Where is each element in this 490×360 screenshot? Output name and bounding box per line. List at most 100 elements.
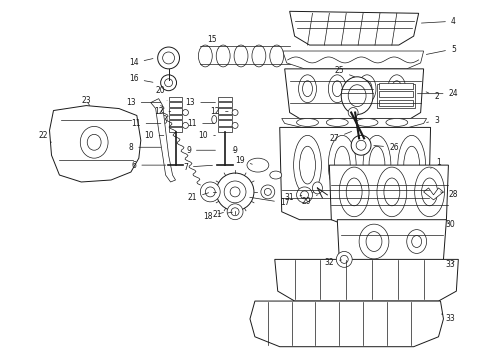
Ellipse shape bbox=[341, 77, 373, 114]
Polygon shape bbox=[282, 118, 427, 127]
Ellipse shape bbox=[339, 167, 369, 217]
Text: 10: 10 bbox=[198, 131, 216, 140]
Ellipse shape bbox=[247, 158, 269, 172]
Ellipse shape bbox=[232, 122, 238, 129]
Text: 30: 30 bbox=[445, 220, 455, 229]
Ellipse shape bbox=[415, 167, 444, 217]
Text: 17: 17 bbox=[250, 197, 290, 207]
Ellipse shape bbox=[313, 182, 322, 194]
Bar bbox=[169, 114, 182, 120]
Ellipse shape bbox=[182, 109, 189, 116]
Ellipse shape bbox=[205, 187, 215, 197]
Ellipse shape bbox=[369, 146, 385, 184]
Ellipse shape bbox=[348, 85, 366, 107]
Text: 27: 27 bbox=[329, 131, 351, 143]
Ellipse shape bbox=[252, 45, 266, 67]
Text: 26: 26 bbox=[374, 143, 399, 152]
Ellipse shape bbox=[359, 224, 389, 259]
Ellipse shape bbox=[161, 75, 176, 91]
Polygon shape bbox=[285, 69, 424, 118]
Bar bbox=[379, 91, 413, 96]
Text: 16: 16 bbox=[129, 74, 153, 83]
Text: 29: 29 bbox=[302, 195, 318, 206]
Polygon shape bbox=[49, 105, 141, 182]
Ellipse shape bbox=[407, 230, 427, 253]
Ellipse shape bbox=[362, 81, 372, 96]
Text: 18: 18 bbox=[203, 212, 223, 221]
Text: 32: 32 bbox=[324, 258, 342, 267]
Text: 3: 3 bbox=[427, 116, 439, 125]
Ellipse shape bbox=[336, 251, 352, 267]
Text: 28: 28 bbox=[441, 190, 458, 199]
Text: 5: 5 bbox=[426, 45, 456, 54]
Text: 23: 23 bbox=[81, 96, 91, 105]
Text: 9: 9 bbox=[186, 146, 216, 155]
Ellipse shape bbox=[366, 231, 382, 251]
Ellipse shape bbox=[348, 108, 358, 117]
Ellipse shape bbox=[326, 118, 348, 126]
Ellipse shape bbox=[358, 75, 376, 103]
Polygon shape bbox=[329, 165, 448, 227]
Ellipse shape bbox=[294, 135, 321, 195]
Text: 12: 12 bbox=[154, 107, 171, 116]
Ellipse shape bbox=[346, 178, 362, 206]
Ellipse shape bbox=[261, 185, 275, 199]
Text: 20: 20 bbox=[156, 86, 167, 100]
Ellipse shape bbox=[198, 45, 212, 67]
Ellipse shape bbox=[270, 171, 282, 179]
Ellipse shape bbox=[328, 135, 356, 195]
Bar bbox=[169, 96, 182, 100]
Ellipse shape bbox=[384, 178, 400, 206]
Text: 10: 10 bbox=[144, 131, 164, 140]
Ellipse shape bbox=[388, 75, 406, 103]
Ellipse shape bbox=[334, 146, 350, 184]
Bar bbox=[218, 96, 232, 100]
Ellipse shape bbox=[296, 118, 318, 126]
Ellipse shape bbox=[162, 116, 167, 123]
Text: 25: 25 bbox=[335, 66, 355, 77]
Ellipse shape bbox=[351, 135, 371, 155]
Ellipse shape bbox=[158, 47, 179, 69]
Text: 24: 24 bbox=[417, 89, 458, 98]
Ellipse shape bbox=[300, 191, 309, 199]
Text: 15: 15 bbox=[207, 35, 219, 49]
Bar bbox=[169, 127, 182, 132]
Text: 21: 21 bbox=[188, 193, 209, 202]
Bar bbox=[169, 121, 182, 126]
Ellipse shape bbox=[212, 116, 217, 123]
Ellipse shape bbox=[356, 118, 378, 126]
Ellipse shape bbox=[232, 109, 238, 116]
Text: 2: 2 bbox=[426, 92, 439, 101]
Polygon shape bbox=[290, 11, 418, 45]
Polygon shape bbox=[250, 301, 443, 347]
Ellipse shape bbox=[302, 81, 313, 96]
Ellipse shape bbox=[231, 208, 239, 216]
Text: 33: 33 bbox=[445, 260, 455, 269]
Ellipse shape bbox=[224, 181, 246, 203]
Ellipse shape bbox=[270, 45, 284, 67]
Bar bbox=[169, 102, 182, 107]
Ellipse shape bbox=[363, 135, 391, 195]
Ellipse shape bbox=[182, 122, 189, 129]
Ellipse shape bbox=[398, 135, 426, 195]
Text: 9: 9 bbox=[233, 146, 238, 155]
Text: 4: 4 bbox=[421, 17, 456, 26]
Ellipse shape bbox=[200, 182, 220, 202]
Bar bbox=[379, 83, 413, 89]
Text: 6: 6 bbox=[131, 161, 166, 170]
Text: 12: 12 bbox=[211, 107, 228, 116]
Bar bbox=[218, 121, 232, 126]
Ellipse shape bbox=[386, 118, 408, 126]
Ellipse shape bbox=[227, 204, 243, 220]
Text: 1: 1 bbox=[431, 158, 441, 168]
Ellipse shape bbox=[340, 255, 348, 264]
Ellipse shape bbox=[163, 52, 174, 64]
Text: 14: 14 bbox=[129, 58, 153, 67]
Text: 13: 13 bbox=[126, 98, 161, 107]
Text: 11: 11 bbox=[131, 119, 161, 128]
Ellipse shape bbox=[299, 146, 316, 184]
Bar bbox=[218, 114, 232, 120]
Text: 13: 13 bbox=[186, 98, 216, 107]
Polygon shape bbox=[424, 188, 443, 200]
Text: 21: 21 bbox=[213, 210, 232, 219]
